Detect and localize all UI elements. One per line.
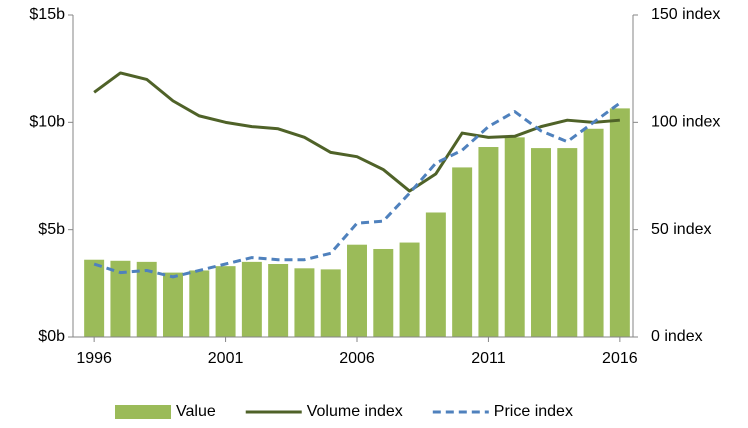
y2-tick-label: 50 index (651, 221, 712, 238)
bar (399, 242, 420, 337)
bar (110, 260, 131, 337)
x-tick-label: 2011 (471, 350, 506, 367)
bar (294, 268, 315, 337)
bar (163, 272, 183, 337)
legend-label: Price index (494, 403, 573, 420)
y2-tick-label: 0 index (651, 328, 703, 345)
bar (84, 259, 105, 337)
legend-label: Value (176, 403, 216, 420)
bar (504, 137, 525, 337)
x-tick-label: 2016 (602, 350, 638, 367)
y2-tick-label: 100 index (651, 114, 720, 131)
y-tick-label: $15b (29, 6, 65, 23)
bar (268, 264, 289, 337)
bar (478, 147, 499, 337)
y-tick-label: $10b (29, 114, 65, 131)
bar (583, 128, 604, 337)
y2-tick-label: 150 index (651, 6, 720, 23)
legend-label: Volume index (307, 403, 403, 420)
y-tick-label: $5b (38, 221, 65, 238)
bar (452, 167, 473, 337)
x-tick-label: 1996 (76, 350, 112, 367)
y-tick-label: $0b (38, 328, 65, 345)
bar (136, 261, 157, 337)
bar (425, 212, 446, 337)
bar (241, 261, 262, 337)
bar (215, 266, 236, 337)
bar (189, 270, 210, 337)
x-tick-label: 2001 (208, 350, 244, 367)
line-series (93, 71, 620, 193)
bar (373, 248, 394, 337)
bar (531, 148, 551, 337)
bar (347, 244, 367, 337)
bar (609, 108, 630, 337)
bar (320, 269, 341, 337)
legend-swatch (115, 405, 171, 419)
bar (557, 148, 578, 337)
x-tick-label: 2006 (339, 350, 375, 367)
